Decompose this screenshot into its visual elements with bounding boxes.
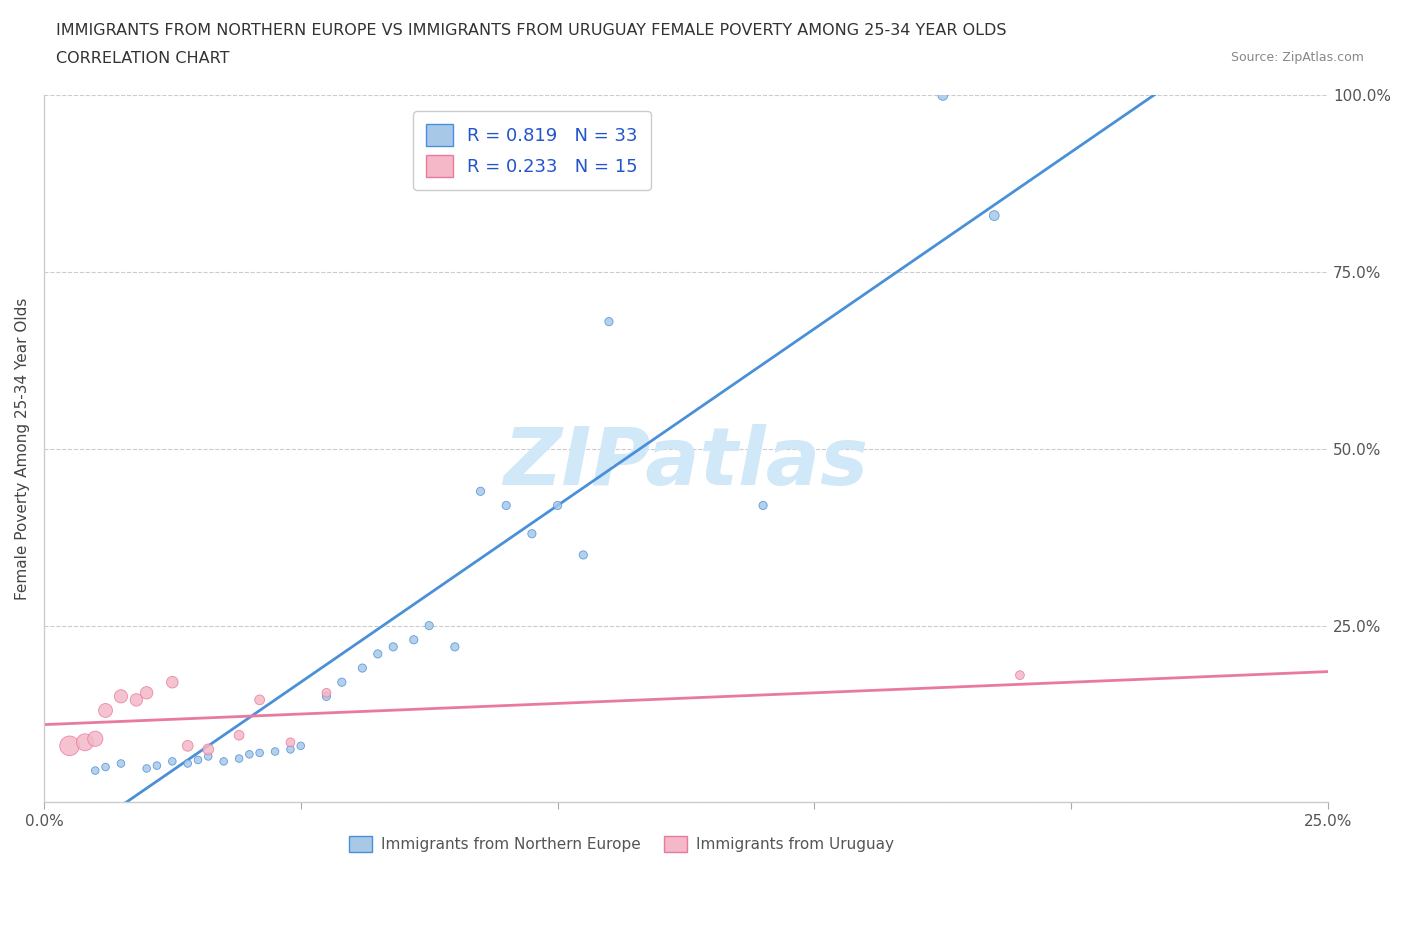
- Point: [146, 758, 169, 773]
- Point: [402, 632, 425, 647]
- Point: [315, 689, 337, 704]
- Point: [197, 749, 219, 764]
- Point: [94, 703, 117, 718]
- Point: [598, 314, 620, 329]
- Point: [212, 754, 235, 769]
- Point: [197, 742, 219, 757]
- Point: [280, 742, 302, 757]
- Point: [983, 208, 1005, 223]
- Point: [177, 756, 200, 771]
- Point: [58, 738, 80, 753]
- Point: [94, 760, 117, 775]
- Point: [110, 756, 132, 771]
- Point: [135, 761, 157, 776]
- Point: [470, 484, 492, 498]
- Point: [238, 747, 260, 762]
- Point: [547, 498, 569, 512]
- Point: [228, 728, 250, 743]
- Point: [162, 675, 184, 690]
- Point: [572, 548, 595, 563]
- Point: [162, 754, 184, 769]
- Point: [84, 731, 107, 746]
- Point: [177, 738, 200, 753]
- Point: [352, 660, 374, 675]
- Point: [249, 746, 271, 761]
- Point: [125, 693, 148, 708]
- Point: [367, 646, 389, 661]
- Point: [444, 640, 467, 655]
- Point: [84, 764, 107, 778]
- Point: [110, 689, 132, 704]
- Point: [752, 498, 775, 512]
- Point: [264, 744, 287, 759]
- Point: [290, 738, 312, 753]
- Point: [495, 498, 517, 512]
- Point: [228, 751, 250, 766]
- Point: [1008, 668, 1031, 683]
- Point: [280, 735, 302, 750]
- Point: [73, 735, 96, 750]
- Point: [330, 675, 353, 690]
- Point: [418, 618, 440, 633]
- Point: [249, 693, 271, 708]
- Text: CORRELATION CHART: CORRELATION CHART: [56, 51, 229, 66]
- Text: Source: ZipAtlas.com: Source: ZipAtlas.com: [1230, 51, 1364, 64]
- Legend: Immigrants from Northern Europe, Immigrants from Uruguay: Immigrants from Northern Europe, Immigra…: [343, 830, 900, 858]
- Point: [315, 685, 337, 700]
- Point: [135, 685, 157, 700]
- Text: IMMIGRANTS FROM NORTHERN EUROPE VS IMMIGRANTS FROM URUGUAY FEMALE POVERTY AMONG : IMMIGRANTS FROM NORTHERN EUROPE VS IMMIG…: [56, 23, 1007, 38]
- Point: [932, 88, 955, 103]
- Point: [520, 526, 543, 541]
- Point: [187, 752, 209, 767]
- Point: [382, 640, 405, 655]
- Y-axis label: Female Poverty Among 25-34 Year Olds: Female Poverty Among 25-34 Year Olds: [15, 298, 30, 600]
- Text: ZIPatlas: ZIPatlas: [503, 424, 869, 502]
